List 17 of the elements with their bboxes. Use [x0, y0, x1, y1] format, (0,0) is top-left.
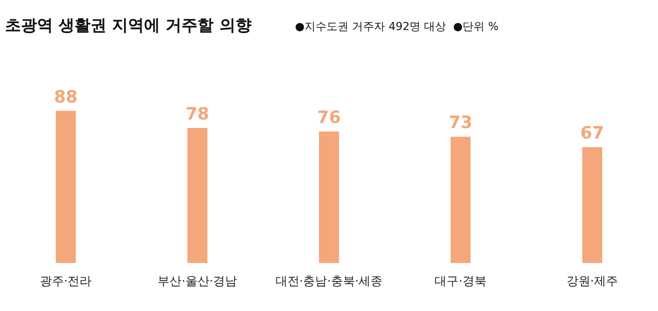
data-label: 88: [54, 87, 78, 108]
data-label: 78: [186, 104, 210, 125]
data-label: 73: [448, 113, 472, 134]
chart-subtitle: ●지수도권 거주자 492명 대상 ●단위 %: [295, 20, 499, 33]
x-tick-label: 광주·전라: [40, 274, 92, 288]
bar: [450, 136, 471, 263]
x-tick-label: 강원·제주: [566, 274, 618, 288]
bar: [319, 132, 339, 263]
x-tick-label: 부산·울산·경남: [158, 274, 238, 288]
x-tick-label: 대구·경북: [434, 274, 487, 288]
chart-title: 초광역 생활권 지역에 거주할 의향: [5, 16, 252, 34]
bar: [582, 147, 602, 263]
data-label: 67: [580, 124, 604, 144]
bar: [187, 128, 208, 263]
data-label: 76: [317, 108, 341, 128]
bar: [56, 110, 76, 263]
x-tick-label: 대전·충남·충북·세종: [275, 274, 383, 288]
